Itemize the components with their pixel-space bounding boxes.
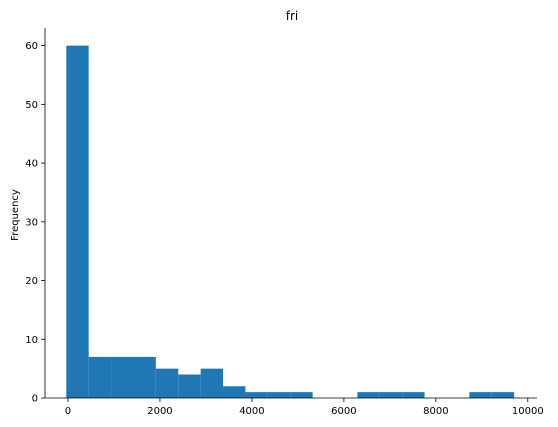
x-tick-label: 2000 (147, 406, 172, 417)
histogram-bar (133, 356, 156, 398)
y-tick-label: 40 (25, 159, 38, 170)
histogram-bar (469, 392, 492, 398)
y-tick-label: 20 (25, 276, 38, 287)
y-tick-label: 0 (32, 394, 38, 405)
y-tick-label: 30 (25, 217, 38, 228)
histogram-bar (379, 392, 403, 398)
histogram-bar (245, 392, 268, 398)
histogram-bar (402, 392, 425, 398)
y-tick-label: 50 (25, 100, 38, 111)
histogram-bar (290, 392, 313, 398)
x-tick-label: 10000 (512, 406, 544, 417)
histogram-bar (111, 356, 134, 398)
histogram-bar (491, 392, 515, 398)
y-tick-label: 10 (25, 335, 38, 346)
bars-group (66, 45, 515, 398)
histogram-bar (178, 374, 201, 398)
histogram-bar (200, 368, 224, 398)
histogram-bar (267, 392, 291, 398)
x-tick-label: 8000 (423, 406, 448, 417)
histogram-bar (155, 368, 179, 398)
x-tick-label: 6000 (331, 406, 356, 417)
chart-title: fri (286, 9, 299, 23)
x-tick-label: 0 (65, 406, 71, 417)
x-tick-label: 4000 (239, 406, 264, 417)
y-tick-label: 60 (25, 41, 38, 52)
axes-group: 0 10 20 30 40 50 60 0 2000 4000 6000 8000 10000 (25, 28, 544, 417)
histogram-bar (88, 356, 112, 398)
histogram-bar (357, 392, 380, 398)
histogram-bar (66, 45, 89, 398)
histogram-bar (223, 386, 246, 398)
y-axis-label: Frequency (10, 189, 21, 241)
